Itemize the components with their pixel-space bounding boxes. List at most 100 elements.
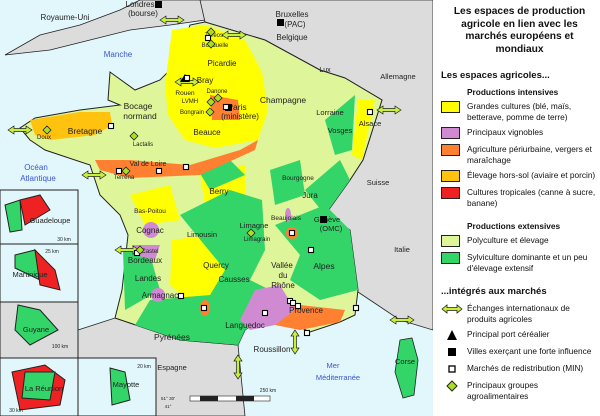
map-label: Océan bbox=[24, 163, 48, 172]
legend-row: Principal port céréalier bbox=[441, 329, 598, 341]
map-label: Martinique bbox=[12, 270, 47, 279]
map-label: Allemagne bbox=[380, 72, 415, 81]
min-market-icon bbox=[115, 167, 123, 175]
double-arrow-icon bbox=[290, 329, 300, 355]
map-label: Provence bbox=[289, 306, 323, 315]
map-label: 100 km bbox=[52, 344, 68, 350]
legend-swatch bbox=[441, 187, 460, 199]
map-label: Alpes bbox=[313, 261, 334, 271]
corse bbox=[394, 337, 419, 399]
double-arrow-icon bbox=[389, 315, 415, 325]
map-label: (OMC) bbox=[320, 224, 343, 233]
map-label: Terrena bbox=[114, 175, 135, 181]
land-use-zones bbox=[30, 25, 375, 345]
black-square-icon bbox=[448, 348, 456, 356]
map-label: Castel bbox=[141, 249, 158, 255]
legend-heading-extensive: Productions extensives bbox=[467, 221, 561, 231]
map-label: Roussillon bbox=[254, 345, 291, 354]
map-label: Alsace bbox=[359, 119, 382, 128]
legend-row: Sylviculture dominante et un peu d'éleva… bbox=[441, 252, 598, 273]
map-label: Doux bbox=[37, 135, 51, 141]
map-label: 30 km bbox=[57, 237, 71, 243]
legend-item: Villes exerçant une forte influence bbox=[467, 346, 592, 356]
map-label: 25 km bbox=[45, 249, 59, 255]
legend-swatch bbox=[441, 144, 460, 156]
legend-row: Polyculture et élevage bbox=[441, 235, 598, 247]
legend-swatch bbox=[441, 101, 460, 113]
legend-item: Polyculture et élevage bbox=[467, 235, 549, 245]
min-market-icon bbox=[177, 292, 185, 300]
min-market-icon bbox=[288, 229, 296, 237]
map-label: Méditerranée bbox=[316, 373, 360, 382]
min-market-icon bbox=[366, 108, 374, 116]
legend-swatch bbox=[441, 235, 460, 247]
map-label: Val de Loire bbox=[130, 161, 167, 168]
map-label: Bourgogne bbox=[282, 175, 314, 182]
double-arrow-icon bbox=[81, 170, 107, 180]
legend-row: Élevage hors-sol (aviaire et porcin) bbox=[441, 170, 598, 182]
min-market-icon bbox=[289, 299, 297, 307]
min-market-icon bbox=[183, 74, 191, 82]
legend-row: Principaux groupes agroalimentaires bbox=[441, 380, 598, 401]
influential-city-icon bbox=[155, 1, 162, 8]
legend-item: Échanges internationaux de produits agri… bbox=[467, 303, 570, 324]
map-label: Lactalis bbox=[133, 142, 153, 148]
influential-city-icon bbox=[277, 19, 284, 26]
map-label: (ministère) bbox=[221, 112, 259, 121]
agrifood-group-icon bbox=[129, 131, 139, 141]
map-label: Bocage bbox=[124, 101, 153, 111]
map-label: Paris bbox=[227, 102, 246, 112]
agrifood-group-icon bbox=[206, 97, 216, 107]
map-label: Beaujolais bbox=[271, 215, 302, 222]
min-market-icon bbox=[307, 246, 315, 254]
legend-row: Principaux vignobles bbox=[441, 127, 598, 139]
map-label: Espagne bbox=[157, 363, 187, 372]
map-label: Causses bbox=[218, 275, 249, 284]
map-label: LVMH bbox=[182, 99, 198, 105]
legend-symbol-list: Échanges internationaux de produits agri… bbox=[441, 303, 598, 406]
map-label: 30 km bbox=[9, 408, 23, 414]
min-market-icon bbox=[107, 122, 115, 130]
min-market-icon bbox=[261, 309, 269, 317]
map-label: Bongrain bbox=[180, 110, 204, 116]
influential-city-icon bbox=[320, 216, 327, 223]
map-label: Pyrénées bbox=[154, 332, 190, 342]
map-label: Rouen bbox=[175, 90, 195, 97]
min-market-icon bbox=[204, 34, 212, 42]
map-title: Les espaces de production agricole en li… bbox=[453, 6, 586, 55]
map-label: Bordeaux bbox=[128, 256, 162, 265]
map-label: Languedoc bbox=[225, 321, 265, 330]
min-market-icon bbox=[155, 167, 163, 175]
min-market-icon bbox=[200, 304, 208, 312]
legend-item: Agriculture périurbaine, vergers et mara… bbox=[467, 144, 592, 165]
map-label: Cognac bbox=[136, 226, 164, 235]
map-markers bbox=[42, 1, 374, 337]
legend-item: Grandes cultures (blé, maïs, betterave, … bbox=[467, 101, 572, 122]
exchange-arrows bbox=[7, 15, 415, 380]
map-label: Londres bbox=[126, 0, 155, 9]
legend-row: Grandes cultures (blé, maïs, betterave, … bbox=[441, 101, 598, 122]
map-label: Mer bbox=[327, 361, 340, 370]
min-market-icon bbox=[303, 329, 311, 337]
map-label: Bruxelles bbox=[276, 10, 309, 19]
white-square-icon bbox=[448, 365, 456, 373]
agrifood-group-icon bbox=[205, 107, 215, 117]
double-arrow-icon bbox=[221, 30, 247, 40]
legend: Les espaces de production agricole en li… bbox=[433, 0, 600, 416]
map-label: Bas-Poitou bbox=[134, 208, 166, 215]
map-label: (PAC) bbox=[284, 20, 306, 29]
double-arrow-icon bbox=[441, 304, 463, 314]
legend-heading-intensive: Productions intensives bbox=[467, 87, 559, 97]
agricultural-map: Royaume-Uni Belgique Lux Allemagne Suisse Ita… bbox=[0, 0, 433, 416]
map-label: Corse bbox=[395, 357, 415, 366]
legend-row: Marchés de redistribution (MIN) bbox=[441, 363, 598, 375]
map-label: Lux bbox=[319, 67, 331, 74]
map-label: La Réunion bbox=[25, 384, 63, 393]
legend-swatch bbox=[441, 127, 460, 139]
legend-item: Marchés de redistribution (MIN) bbox=[467, 363, 584, 373]
legend-section-marches: ...intégrés aux marchés bbox=[441, 286, 547, 297]
map-label: Bray bbox=[197, 76, 213, 85]
map-label: 51° 30' bbox=[161, 396, 175, 401]
legend-item: Élevage hors-sol (aviaire et porcin) bbox=[467, 170, 596, 180]
map-label: Lorraine bbox=[316, 108, 344, 117]
